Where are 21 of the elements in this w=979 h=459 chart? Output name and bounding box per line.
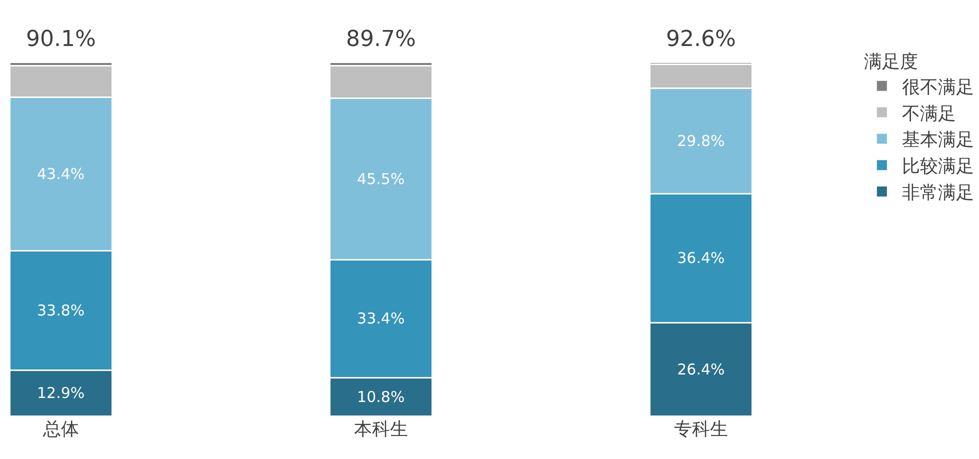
data-label: 12.9%	[36, 384, 85, 402]
data-label: 33.4%	[357, 310, 405, 328]
data-label: 26.4%	[677, 360, 725, 378]
legend-label: 不满足	[902, 103, 956, 124]
annotation: 90.1%	[26, 27, 96, 52]
data-label: 45.5%	[357, 170, 405, 188]
legend-label: 很不满足	[902, 76, 974, 98]
data-label: 36.4%	[677, 249, 725, 268]
data-label: 43.4%	[36, 164, 85, 183]
legend-label: 非常满足	[902, 182, 974, 204]
data-label: 33.8%	[36, 302, 85, 320]
x-tick-label: 总体	[42, 419, 79, 440]
legend-label: 基本满足	[902, 130, 974, 151]
data-label: 10.8%	[357, 388, 405, 406]
annotation: 89.7%	[346, 27, 416, 52]
annotation: 92.6%	[666, 27, 736, 52]
legend-label: 比较满足	[902, 156, 974, 178]
x-tick-label: 专科生	[674, 419, 728, 440]
data-label: 29.8%	[677, 132, 725, 150]
legend-title: 满足度	[864, 52, 918, 73]
x-tick-label: 本科生	[354, 419, 408, 440]
